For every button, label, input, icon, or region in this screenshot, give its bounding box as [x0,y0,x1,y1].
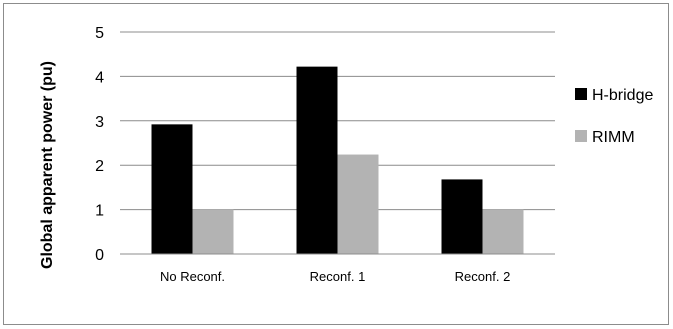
legend-label: H-bridge [592,87,653,104]
legend: H-bridge RIMM [575,87,653,146]
legend-swatch [575,130,587,142]
y-tick-label: 3 [95,114,104,131]
y-tick-label: 0 [95,247,104,264]
legend-swatch [575,88,587,100]
x-tick-label: No Reconf. [160,269,225,284]
x-tick-labels: No Reconf. Reconf. 1 Reconf. 2 [160,269,510,284]
y-axis-label: Global apparent power (pu) [39,61,56,269]
bar-rimm-1 [337,154,379,254]
y-tick-label: 4 [95,69,104,86]
bar-rimm-2 [482,209,524,254]
bar-h-bridge-2 [441,179,483,254]
bar-h-bridge-1 [296,66,338,254]
bar-rimm-0 [192,209,234,254]
bar-h-bridge-0 [151,124,193,255]
y-tick-label: 2 [95,158,104,175]
y-tick-label: 5 [95,25,104,42]
x-tick-label: Reconf. 2 [455,269,511,284]
bars [151,66,524,255]
y-tick-label: 1 [95,203,104,220]
x-tick-label: Reconf. 1 [310,269,366,284]
y-tick-labels: 0 1 2 3 4 5 [95,25,104,264]
legend-label: RIMM [592,129,635,146]
